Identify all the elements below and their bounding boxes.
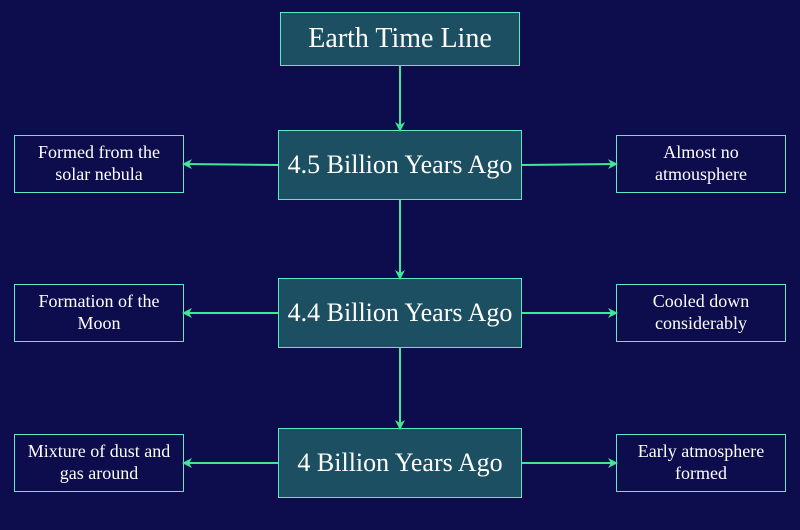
node-r2: Cooled down considerably <box>616 284 786 342</box>
node-l1: Formed from the solar nebula <box>14 135 184 193</box>
node-n40: 4 Billion Years Ago <box>278 428 522 498</box>
node-title: Earth Time Line <box>280 12 520 66</box>
node-n44: 4.4 Billion Years Ago <box>278 278 522 348</box>
node-r1: Almost no atmousphere <box>616 135 786 193</box>
node-l2: Formation of the Moon <box>14 284 184 342</box>
edge-n45-l1 <box>184 164 278 165</box>
node-l3: Mixture of dust and gas around <box>14 434 184 492</box>
node-r3: Early atmosphere formed <box>616 434 786 492</box>
edge-n45-r1 <box>522 164 616 165</box>
node-n45: 4.5 Billion Years Ago <box>278 130 522 200</box>
